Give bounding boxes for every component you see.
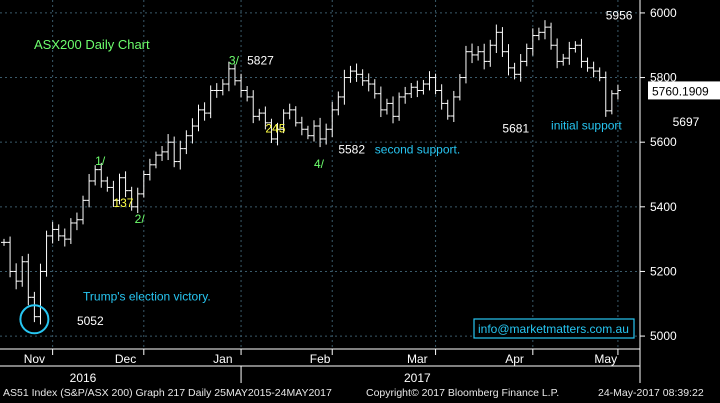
y-tick-label: 5000 bbox=[650, 329, 677, 343]
chart-title: ASX200 Daily Chart bbox=[34, 37, 150, 52]
footer-security-info: AS51 Index (S&P/ASX 200) Graph 217 Daily… bbox=[3, 387, 332, 399]
x-month-label: Jan bbox=[213, 352, 232, 366]
chart-annotation: 5582 bbox=[338, 142, 365, 156]
y-tick-label: 5400 bbox=[650, 200, 677, 214]
y-tick-label: 5200 bbox=[650, 264, 677, 278]
footer-bar: AS51 Index (S&P/ASX 200) Graph 217 Daily… bbox=[0, 383, 720, 403]
x-month-label: Apr bbox=[505, 352, 524, 366]
election-circle-marker bbox=[19, 304, 50, 335]
chart-annotation: Trump's election victory. bbox=[83, 290, 211, 304]
x-month-label: Feb bbox=[310, 352, 331, 366]
y-tick-label: 5600 bbox=[650, 135, 677, 149]
chart-annotation: 137 bbox=[113, 196, 133, 210]
footer-copyright: Copyright© 2017 Bloomberg Finance L.P. bbox=[366, 387, 560, 399]
x-month-label: Dec bbox=[115, 352, 136, 366]
chart-annotation: 4/ bbox=[314, 157, 325, 171]
chart-annotation: 3/ bbox=[229, 54, 240, 68]
x-month-label: Nov bbox=[24, 352, 45, 366]
chart-annotation: 2/ bbox=[135, 212, 146, 226]
chart-annotation: 245 bbox=[265, 121, 285, 135]
y-tick-label: 6000 bbox=[650, 6, 677, 20]
footer-timestamp: 24-May-2017 08:39:22 bbox=[598, 387, 704, 399]
x-month-label: Mar bbox=[407, 352, 428, 366]
info-box-text: info@marketmatters.com.au bbox=[478, 322, 629, 336]
x-month-label: May bbox=[594, 352, 617, 366]
ohlc-chart: 5000 5200 5400 5600 5800 6000 5760.1909 Nov Dec J… bbox=[0, 0, 720, 385]
chart-annotation: 5052 bbox=[77, 314, 104, 328]
chart-annotation: 1/ bbox=[95, 154, 106, 168]
x-year-label: 2017 bbox=[404, 371, 431, 383]
chart-annotation: 5681 bbox=[502, 121, 529, 135]
chart-annotation: 5697 bbox=[673, 115, 700, 129]
info-box bbox=[473, 318, 635, 339]
chart-annotation: second support. bbox=[375, 142, 460, 156]
chart-annotation: 5827 bbox=[247, 54, 274, 68]
last-price-label: 5760.1909 bbox=[652, 84, 709, 98]
y-tick-label: 5800 bbox=[650, 71, 677, 85]
chart-annotation: 5956 bbox=[606, 8, 633, 22]
last-price-box bbox=[648, 81, 720, 100]
chart-annotation: initial support bbox=[551, 118, 622, 132]
x-year-label: 2016 bbox=[70, 371, 97, 383]
